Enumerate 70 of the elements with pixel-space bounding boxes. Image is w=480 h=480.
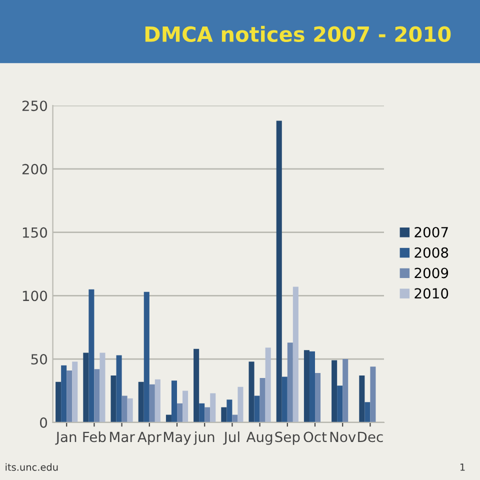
x-tick-label: May xyxy=(164,432,191,445)
bar xyxy=(315,372,321,422)
legend-label: 2008 xyxy=(414,247,448,258)
bar xyxy=(282,376,288,422)
bar xyxy=(138,382,144,422)
bar xyxy=(56,382,62,422)
bar xyxy=(309,351,315,422)
bar xyxy=(238,386,244,422)
x-tick-label: Mar xyxy=(110,432,135,442)
bar xyxy=(226,400,232,422)
bar xyxy=(110,376,116,422)
bar xyxy=(100,352,106,422)
legend-label: 2010 xyxy=(414,288,448,299)
text: its.unc.edu xyxy=(6,463,58,471)
bar xyxy=(254,396,260,422)
bar xyxy=(61,365,67,422)
x-tick-label: Feb xyxy=(83,431,106,442)
bar xyxy=(370,366,376,422)
bar xyxy=(182,390,188,422)
y-tick-label: 0 xyxy=(40,417,48,428)
chart-title: DMCA notices 2007 - 2010 xyxy=(145,26,451,42)
y-tick-label: 200 xyxy=(22,164,48,174)
bar xyxy=(171,380,177,422)
legend-label: 2009 xyxy=(414,268,448,278)
bar xyxy=(337,386,343,422)
bar xyxy=(342,359,348,422)
bar xyxy=(149,384,155,422)
x-tick-label: Oct xyxy=(304,432,327,442)
x-tick-label: Aug xyxy=(246,432,272,445)
bar xyxy=(260,378,266,422)
x-tick-label: Jul xyxy=(223,431,240,445)
bar xyxy=(144,292,150,422)
bar xyxy=(83,352,89,422)
bar xyxy=(265,348,271,422)
x-tick-label: Apr xyxy=(137,432,162,445)
x-tick-label: Sep xyxy=(275,432,300,445)
bar xyxy=(166,414,172,422)
bar xyxy=(292,286,298,422)
bar xyxy=(276,120,282,422)
bar xyxy=(127,398,133,422)
bar xyxy=(154,379,160,422)
y-tick-label: 100 xyxy=(22,290,48,302)
bar xyxy=(304,350,310,422)
bar xyxy=(177,403,183,422)
text: 1 xyxy=(460,464,465,471)
bar xyxy=(359,376,365,422)
bar xyxy=(116,355,122,422)
bar xyxy=(248,362,254,422)
bar xyxy=(72,362,78,422)
bar xyxy=(364,402,370,422)
bar xyxy=(88,289,94,422)
bar xyxy=(122,396,128,422)
y-tick-label: 50 xyxy=(31,354,48,365)
bar xyxy=(94,369,100,422)
bar xyxy=(232,414,238,422)
x-tick-label: Jan xyxy=(55,432,76,445)
bar xyxy=(204,407,210,422)
bar xyxy=(287,342,293,422)
bar xyxy=(66,370,72,422)
bar xyxy=(199,403,205,422)
y-tick-label: 250 xyxy=(22,100,48,112)
x-tick-label: Nov xyxy=(330,432,356,442)
x-tick-label: jun xyxy=(194,431,214,445)
bar xyxy=(221,407,227,422)
bar xyxy=(210,393,216,422)
bar xyxy=(194,348,200,422)
legend-label: 2007 xyxy=(414,226,448,238)
x-tick-label: Dec xyxy=(358,432,383,442)
bar xyxy=(332,360,338,422)
y-tick-label: 150 xyxy=(22,227,48,238)
